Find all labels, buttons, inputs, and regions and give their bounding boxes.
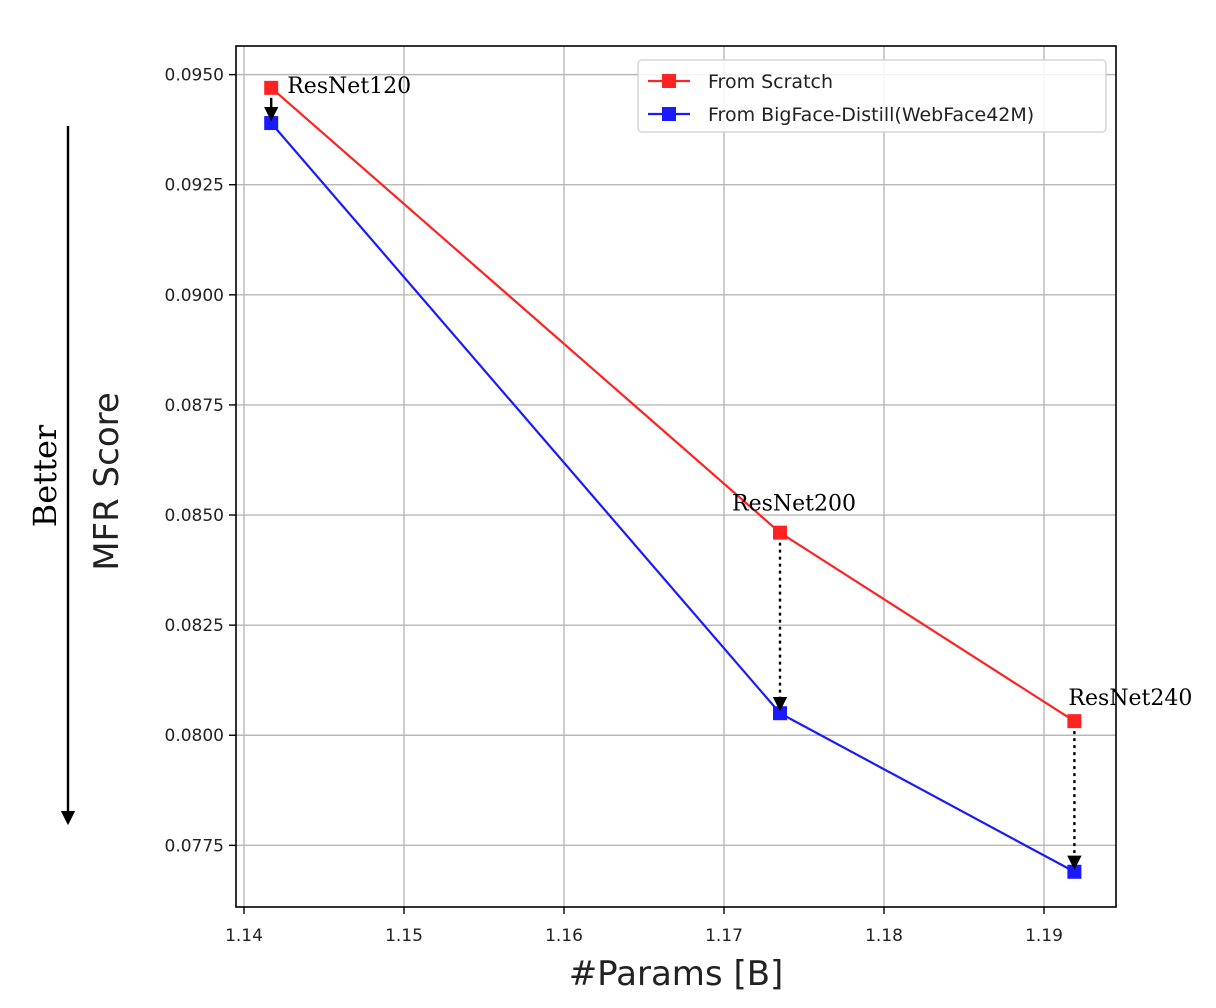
plot-frame xyxy=(235,45,1117,908)
x-tick-label: 1.15 xyxy=(385,926,423,946)
y-tick-label: 0.0900 xyxy=(165,286,224,306)
better-label: Better xyxy=(26,424,64,527)
x-tick-label: 1.17 xyxy=(705,926,743,946)
x-axis-title: #Params [B] xyxy=(569,954,784,994)
y-tick-label: 0.0775 xyxy=(165,836,224,856)
annotation-label: ResNet200 xyxy=(732,492,856,517)
legend-entry-label: From Scratch xyxy=(708,71,833,93)
annotation-label: ResNet240 xyxy=(1068,686,1192,711)
legend-swatch-marker xyxy=(662,107,676,121)
y-tick-label: 0.0925 xyxy=(165,176,224,196)
series-2-point xyxy=(1067,864,1082,879)
y-tick-label: 0.0950 xyxy=(165,66,224,86)
legend-swatch-marker xyxy=(662,74,676,88)
series-1-point xyxy=(773,525,787,540)
y-tick-label: 0.0875 xyxy=(165,396,224,416)
series-line-2 xyxy=(270,122,1075,873)
series-1-point xyxy=(1067,714,1082,729)
x-tick-label: 1.18 xyxy=(865,926,903,946)
legend-entry-label: From BigFace-Distill(WebFace42M) xyxy=(708,104,1034,126)
y-tick-label: 0.0800 xyxy=(165,726,224,746)
y-tick-label: 0.0825 xyxy=(165,616,224,636)
series-2-point xyxy=(773,706,787,721)
series-1-point xyxy=(264,80,279,95)
x-tick-label: 1.14 xyxy=(225,926,263,946)
series-2-point xyxy=(264,116,279,131)
x-tick-label: 1.19 xyxy=(1025,926,1063,946)
y-axis-title: MFR Score xyxy=(87,392,127,571)
legend-box xyxy=(637,59,1107,133)
annotation-label: ResNet120 xyxy=(287,74,411,99)
x-tick-label: 1.16 xyxy=(545,926,583,946)
y-tick-label: 0.0850 xyxy=(165,506,224,526)
